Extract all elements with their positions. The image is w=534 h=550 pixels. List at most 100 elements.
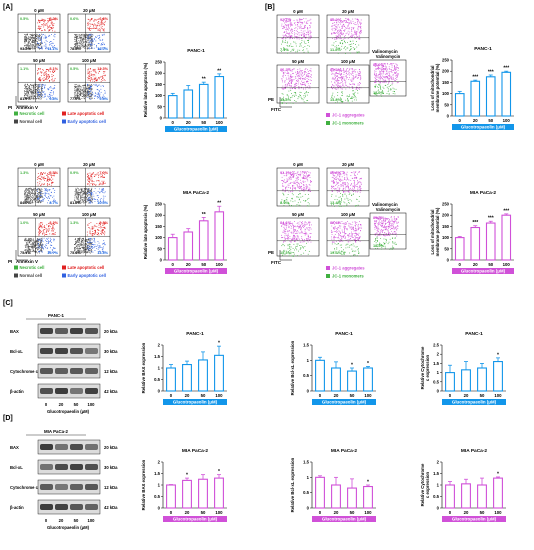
flow-dot-early [92,40,94,42]
flow-dot-early [53,247,55,249]
flow-dot-late [102,224,104,226]
flow-dot-normal [91,189,92,191]
flow-dot-early [46,37,48,38]
legend-swatch [326,113,330,117]
flow-dot-normal [82,38,84,39]
flow-dot-aggregate [308,72,309,74]
flow-dot-normal [88,200,90,202]
flow-dot-aggregate [350,80,352,81]
flow-dot-early [87,84,88,86]
legend-swatch [62,273,66,278]
flow-dot-late [47,74,49,76]
flow-dot-aggregate [289,88,291,90]
flow-dot-late [39,223,41,225]
flow-dot-normal [33,90,35,92]
flow-dot-normal [32,247,34,249]
flow-dot-normal [90,45,92,46]
flow-dot-late [46,73,48,75]
flow-dot-aggregate [304,78,305,80]
flow-dot-late [44,29,45,31]
flow-dot-late [87,79,89,81]
flow-dot-normal [36,190,38,192]
flow-dot-normal [91,40,93,41]
flow-dot-monomer [349,94,351,96]
flow-dot-aggregate [294,37,295,39]
flow-dot-late [91,181,93,183]
flow-dot-early [38,240,40,241]
flow-dot-normal [32,189,34,190]
flow-dot-normal [33,45,34,46]
flow-dot-aggregate [343,72,345,73]
flow-dot-early [44,246,46,247]
flow-dot-aggregate [299,19,301,21]
flow-dot-aggregate [302,78,304,79]
flow-dot-normal [87,47,89,49]
flow-dot-aggregate [357,74,359,76]
flow-dot-normal [34,42,36,44]
flow-dot-late [42,79,44,81]
quadrant-necrotic: 0.5% [20,17,29,21]
flow-cell-title: 0 μM [34,162,44,167]
flow-dot-normal [86,40,88,42]
flow-dot-aggregate [352,72,354,74]
flow-dot-normal [36,240,38,241]
flow-dot-normal [27,199,29,200]
flow-dot-early [42,94,44,96]
flow-dot-aggregate [396,75,398,76]
flow-dot-normal [27,244,29,246]
flow-dot-late [89,75,91,77]
flow-dot-normal [33,90,35,92]
flow-dot-normal [28,196,30,198]
flow-dot-late [88,181,89,182]
flow-dot-normal [39,39,41,41]
flow-dot-normal [38,94,40,95]
flow-dot-aggregate [296,22,298,23]
flow-dot-monomer [340,101,342,103]
flow-dot-normal [28,45,30,47]
flow-dot-aggregate [397,74,399,76]
flow-dot-normal [26,242,28,244]
flow-dot-normal [31,91,32,92]
flow-dot-aggregate [308,34,309,36]
flow-dot-aggregate [395,68,397,70]
flow-dot-normal [34,97,36,98]
flow-dot-normal [76,196,77,198]
flow-dot-aggregate [349,22,351,24]
flow-dot-monomer [387,87,389,89]
flow-dot-early [102,44,104,46]
flow-dot-late [48,229,50,231]
flow-dot-aggregate [295,36,296,38]
flow-dot-normal [34,188,36,189]
flow-dot-aggregate [357,84,359,86]
flow-dot-late [54,233,56,235]
flow-dot-normal [32,197,33,199]
flow-dot-aggregate [375,69,377,71]
flow-dot-normal [84,190,86,192]
flow-dot-normal [82,247,84,249]
flow-dot-aggregate [285,85,287,87]
flow-dot-monomer [331,96,332,98]
flow-dot-normal [75,242,76,244]
flow-dot-late [51,230,53,232]
flow-dot-normal [31,193,33,195]
flow-dot-aggregate [395,79,396,81]
flow-dot-early [41,37,42,39]
flow-dot-normal [82,190,84,192]
flow-dot-normal [77,43,79,45]
flow-dot-aggregate [337,30,338,32]
flow-dot-normal [39,189,41,191]
flow-dot-late [91,227,93,229]
flow-dot-normal [25,202,26,204]
flow-dot-normal [39,195,40,197]
flow-dot-normal [83,190,85,192]
flow-dot-aggregate [385,67,386,69]
flow-dot-aggregate [283,26,285,28]
flow-dot-aggregate [281,23,283,25]
flow-dot-aggregate [383,73,385,75]
flow-dot-normal [39,189,40,191]
flow-dot-late [49,233,51,235]
flow-dot-late [46,78,48,80]
flow-dot-aggregate [379,71,381,73]
flow-dot-normal [38,84,40,86]
flow-dot-normal [24,95,26,97]
